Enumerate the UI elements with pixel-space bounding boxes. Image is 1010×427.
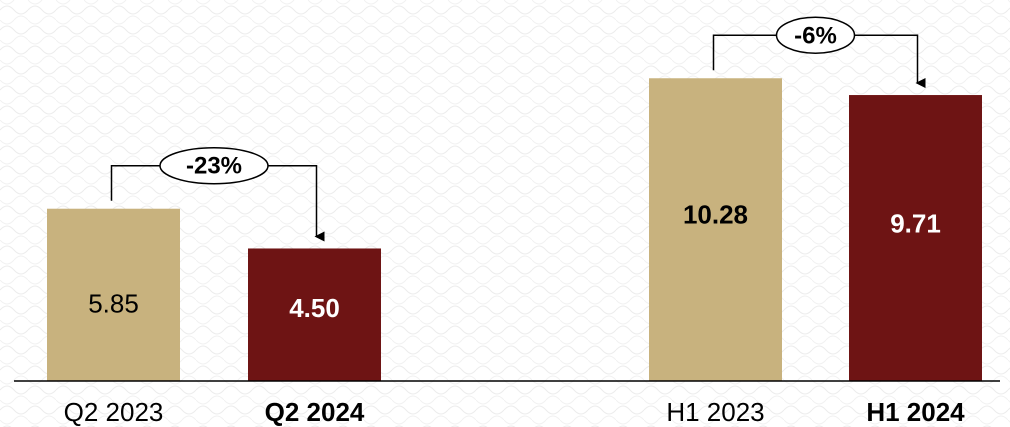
data-label-h1-2023: 10.28 [683,199,748,229]
change-bubble-2 [775,16,856,55]
bar-q2-2024 [248,248,381,381]
change-label-1: -23% [186,153,242,180]
data-label-q2-2023: 5.85 [88,288,139,318]
data-label-h1-2024: 9.71 [890,209,941,239]
tick-label-h1-2023: H1 2023 [666,397,764,427]
bar-h1-2023 [649,78,782,381]
bar-q2-2023 [47,208,180,381]
change-label-2: -6% [794,22,837,49]
tick-label-q2-2023: Q2 2023 [64,397,164,427]
tick-label-q2-2024: Q2 2024 [265,397,365,427]
tick-label-h1-2024: H1 2024 [866,397,965,427]
change-bubble-1 [159,146,269,185]
data-label-q2-2024: 4.50 [289,293,340,323]
bar-h1-2024 [849,95,982,381]
